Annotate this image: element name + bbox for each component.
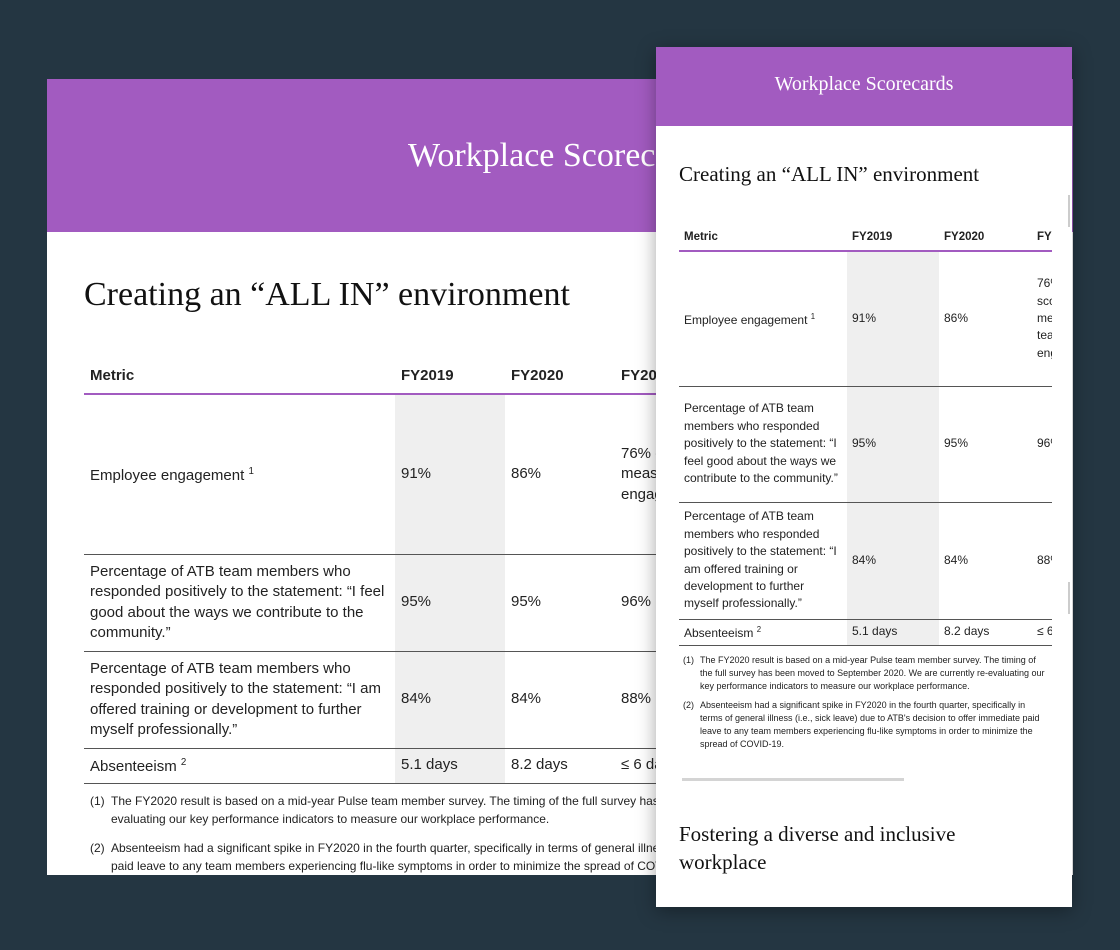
- scrollbar: [1068, 195, 1070, 227]
- footnote-text: Absenteeism had a significant spike in F…: [700, 700, 1040, 749]
- column-header: Metric: [84, 360, 395, 395]
- value-cell: 86%: [939, 251, 1032, 387]
- value-cell: 91%: [395, 394, 505, 555]
- footnote-ref: 1: [248, 466, 254, 477]
- metric-label: Employee engagement: [684, 313, 808, 328]
- value-cell: 95%: [505, 554, 615, 652]
- footnote: (1) The FY2020 result is based on a mid-y…: [683, 654, 1047, 693]
- section-title: Creating an “ALL IN” environment: [84, 276, 570, 313]
- column-header: FY2021: [1032, 225, 1052, 252]
- next-section-title: Fostering a diverse and inclusive workpl…: [679, 822, 956, 874]
- value-cell: 8.2 days: [505, 748, 615, 784]
- footnote-marker: (2): [683, 700, 694, 710]
- metric-cell: Percentage of ATB team members who respo…: [679, 386, 847, 503]
- value-cell: 95%: [939, 386, 1032, 503]
- footnote-text: The FY2020 result is based on a mid-year…: [700, 655, 1045, 691]
- metric-cell: Absenteeism 2: [679, 619, 847, 646]
- footnote-ref: 1: [810, 312, 816, 322]
- value-cell: 91%: [847, 251, 939, 387]
- value-cell: ≤ 6 days: [1032, 619, 1052, 646]
- metric-label: Employee engagement: [90, 467, 245, 484]
- column-header: FY2020: [939, 225, 1032, 252]
- metric-cell: Absenteeism 2: [84, 748, 395, 784]
- footnote-marker: (2): [90, 840, 105, 855]
- metric-cell: Percentage of ATB team members who respo…: [679, 502, 847, 620]
- table-body: Employee engagement 191%86%76% of health…: [679, 251, 1052, 646]
- separator: [682, 778, 904, 781]
- value-cell: 96%: [1032, 386, 1052, 503]
- value-cell: 84%: [939, 502, 1032, 620]
- column-header: FY2019: [847, 225, 939, 252]
- column-header: FY2020: [505, 360, 615, 395]
- value-cell: 76% of health score to new measure of te…: [1032, 251, 1052, 387]
- mobile-card: Workplace Scorecards Creating an “ALL IN…: [656, 47, 1072, 907]
- column-header: FY2019: [395, 360, 505, 395]
- footnote-ref: 2: [756, 625, 762, 635]
- column-header: Metric: [679, 225, 847, 252]
- metric-label: Absenteeism: [90, 758, 177, 776]
- value-cell: 95%: [847, 386, 939, 503]
- metric-label: Percentage of ATB team members who respo…: [684, 401, 838, 486]
- footnote-marker: (1): [683, 655, 694, 665]
- value-cell: 5.1 days: [847, 619, 939, 646]
- scrollbar: [1068, 582, 1070, 614]
- footnote-ref: 2: [180, 757, 187, 769]
- value-cell: 84%: [395, 651, 505, 749]
- metric-cell: Employee engagement 1: [84, 394, 395, 555]
- value-cell: 8.2 days: [939, 619, 1032, 646]
- value-cell: 84%: [847, 502, 939, 620]
- value-cell: 5.1 days: [395, 748, 505, 784]
- table-row: Percentage of ATB team members who respo…: [679, 386, 1052, 503]
- value-cell: 84%: [505, 651, 615, 749]
- footnote: (2) Absenteeism had a significant spike i…: [683, 699, 1047, 751]
- table-row: Employee engagement 191%86%76% of health…: [679, 251, 1052, 387]
- value-cell: 95%: [395, 554, 505, 652]
- metric-cell: Employee engagement 1: [679, 251, 847, 387]
- section-title: Creating an “ALL IN” environment: [679, 162, 980, 186]
- metric-cell: Percentage of ATB team members who respo…: [84, 651, 395, 749]
- header-bar: Workplace Scorecards: [656, 47, 1072, 126]
- metric-label: Percentage of ATB team members who respo…: [684, 509, 837, 611]
- footnote-marker: (1): [90, 794, 105, 808]
- footnotes: (1) The FY2020 result is based on a mid-y…: [683, 654, 1047, 757]
- metric-label: Percentage of ATB team members who respo…: [90, 562, 385, 642]
- value-cell: 88%: [1032, 502, 1052, 620]
- table-row: Percentage of ATB team members who respo…: [679, 502, 1052, 620]
- metric-cell: Percentage of ATB team members who respo…: [84, 554, 395, 652]
- metric-label: Percentage of ATB team members who respo…: [90, 659, 381, 739]
- metric-label: Absenteeism: [684, 626, 754, 641]
- header-title: Workplace Scorecards: [774, 73, 954, 95]
- value-cell: 86%: [505, 394, 615, 555]
